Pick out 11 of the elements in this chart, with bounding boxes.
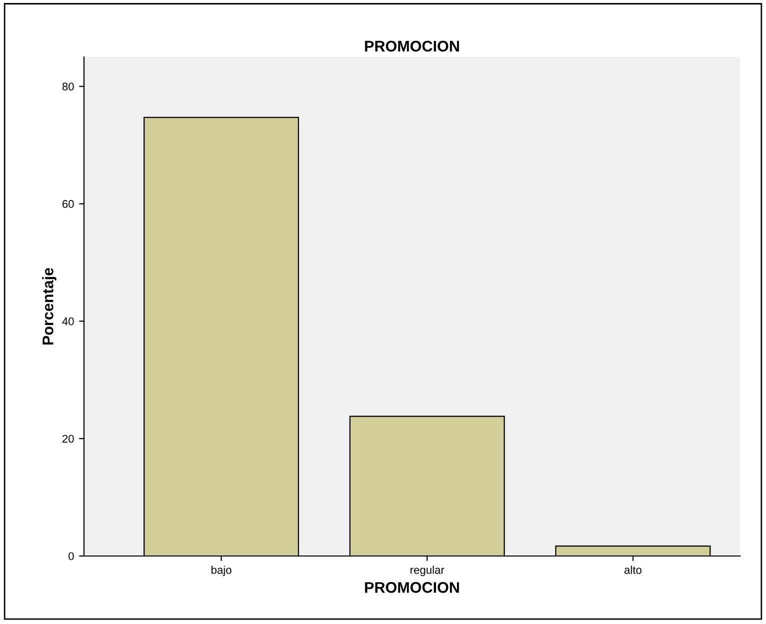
x-tick-label: bajo: [212, 566, 232, 576]
y-tick-label: 80: [62, 82, 74, 90]
chart-title: PROMOCION: [365, 40, 459, 52]
y-tick-label: 0: [68, 552, 74, 560]
y-axis-title: Porcentaje: [42, 268, 56, 345]
y-tick-label: 60: [62, 200, 74, 208]
y-tick-label: 20: [62, 434, 74, 443]
y-tick-label: 40: [62, 317, 74, 326]
x-axis-title: PROMOCION: [365, 582, 459, 593]
x-tick-label: regular: [410, 566, 444, 576]
x-tick-label: alto: [624, 566, 642, 574]
